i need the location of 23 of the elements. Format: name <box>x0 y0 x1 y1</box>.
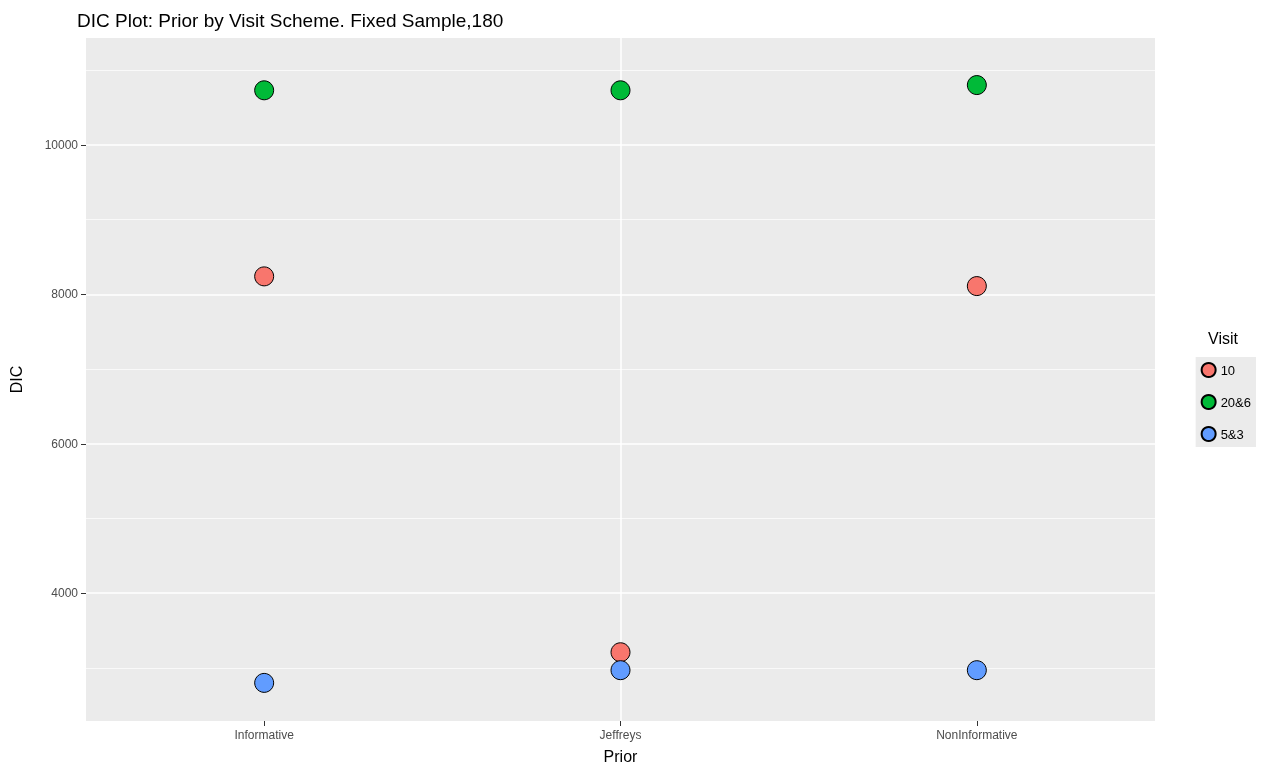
legend-label: 20&6 <box>1220 394 1252 410</box>
x-axis-title: Prior <box>603 747 639 765</box>
x-tick-label: Jeffreys <box>599 728 642 742</box>
x-tick-label: Informative <box>234 728 295 742</box>
y-tick-label: 10000 <box>44 137 79 152</box>
point <box>254 266 275 287</box>
point <box>610 80 631 101</box>
point <box>966 75 987 96</box>
legend-label: 10 <box>1220 362 1236 378</box>
legend-label: 5&3 <box>1220 426 1244 442</box>
y-tick-label: 6000 <box>51 436 79 451</box>
y-axis-title: DIC <box>7 365 25 394</box>
point <box>610 660 631 681</box>
x-tick-label: NonInformative <box>936 728 1018 742</box>
y-tick-label: 4000 <box>51 586 79 601</box>
point <box>254 672 275 693</box>
point <box>966 276 987 297</box>
point <box>966 660 987 681</box>
chart-title: DIC Plot: Prior by Visit Scheme. Fixed Sample,180 <box>77 10 504 31</box>
point <box>610 642 631 663</box>
y-tick-label: 8000 <box>51 287 79 302</box>
legend-title: Visit <box>1208 329 1239 347</box>
point <box>254 80 275 101</box>
